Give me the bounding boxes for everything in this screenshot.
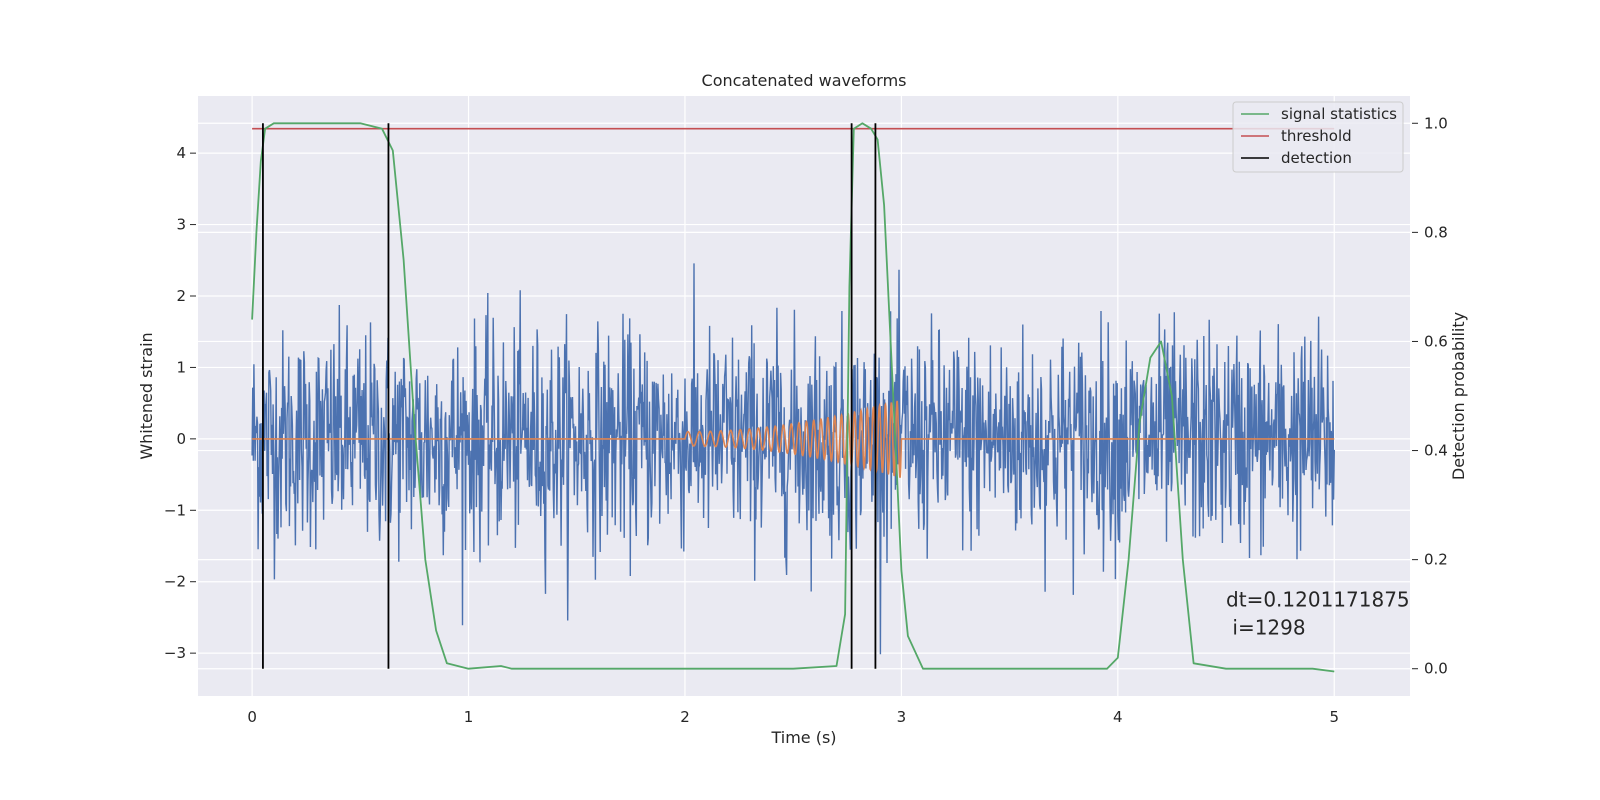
y-tick-label: 2 [176,287,186,305]
y2-tick-label: 0.8 [1424,223,1448,241]
y2-tick-label: 1.0 [1424,114,1448,132]
y-axis-label: Whitened strain [137,332,156,459]
y-tick-label: 3 [176,216,186,234]
y-tick-label: 4 [176,144,186,162]
x-tick-label: 2 [680,708,690,726]
chart-title: Concatenated waveforms [702,71,907,90]
annotation-line-i: i=1298 [1226,616,1306,640]
y2-tick-label: 0.2 [1424,551,1448,569]
y-tick-label: 1 [176,358,186,376]
y2-tick-label: 0.4 [1424,442,1448,460]
annotation-line-dt: dt=0.1201171875 [1226,588,1410,612]
y2-tick-label: 0.0 [1424,660,1448,678]
legend-box [1232,101,1404,173]
signal-statistics-line [251,122,1335,673]
y2-tick-label: 0.6 [1424,332,1448,350]
x-tick-label: 1 [464,708,474,726]
y-tick-label: −1 [164,501,186,519]
legend-label-detection: detection [1281,149,1352,167]
y-tick-label: 0 [176,430,186,448]
x-axis-label: Time (s) [770,728,836,747]
x-tick-label: 3 [897,708,907,726]
y2-axis-label: Detection probability [1449,312,1468,480]
x-tick-label: 0 [247,708,257,726]
y-tick-label: −3 [164,644,186,662]
y-axis-ticks: −3 −2 −1 0 1 2 3 4 [164,144,196,662]
y2-axis-ticks: 0.0 0.2 0.4 0.6 0.8 1.0 [1412,114,1448,678]
x-axis-ticks: 0 1 2 3 4 5 [247,708,1339,726]
dt-annotation: dt=0.1201171875 i=1298 [1226,588,1410,640]
series-layer [251,122,1335,673]
legend-label-signal-statistics: signal statistics [1281,105,1397,123]
y-tick-label: −2 [164,573,186,591]
injected-chirp-line [252,400,1335,478]
legend: signal statistics threshold detection [1232,101,1404,173]
legend-label-threshold: threshold [1281,127,1352,145]
x-tick-label: 5 [1329,708,1339,726]
x-tick-label: 4 [1113,708,1123,726]
